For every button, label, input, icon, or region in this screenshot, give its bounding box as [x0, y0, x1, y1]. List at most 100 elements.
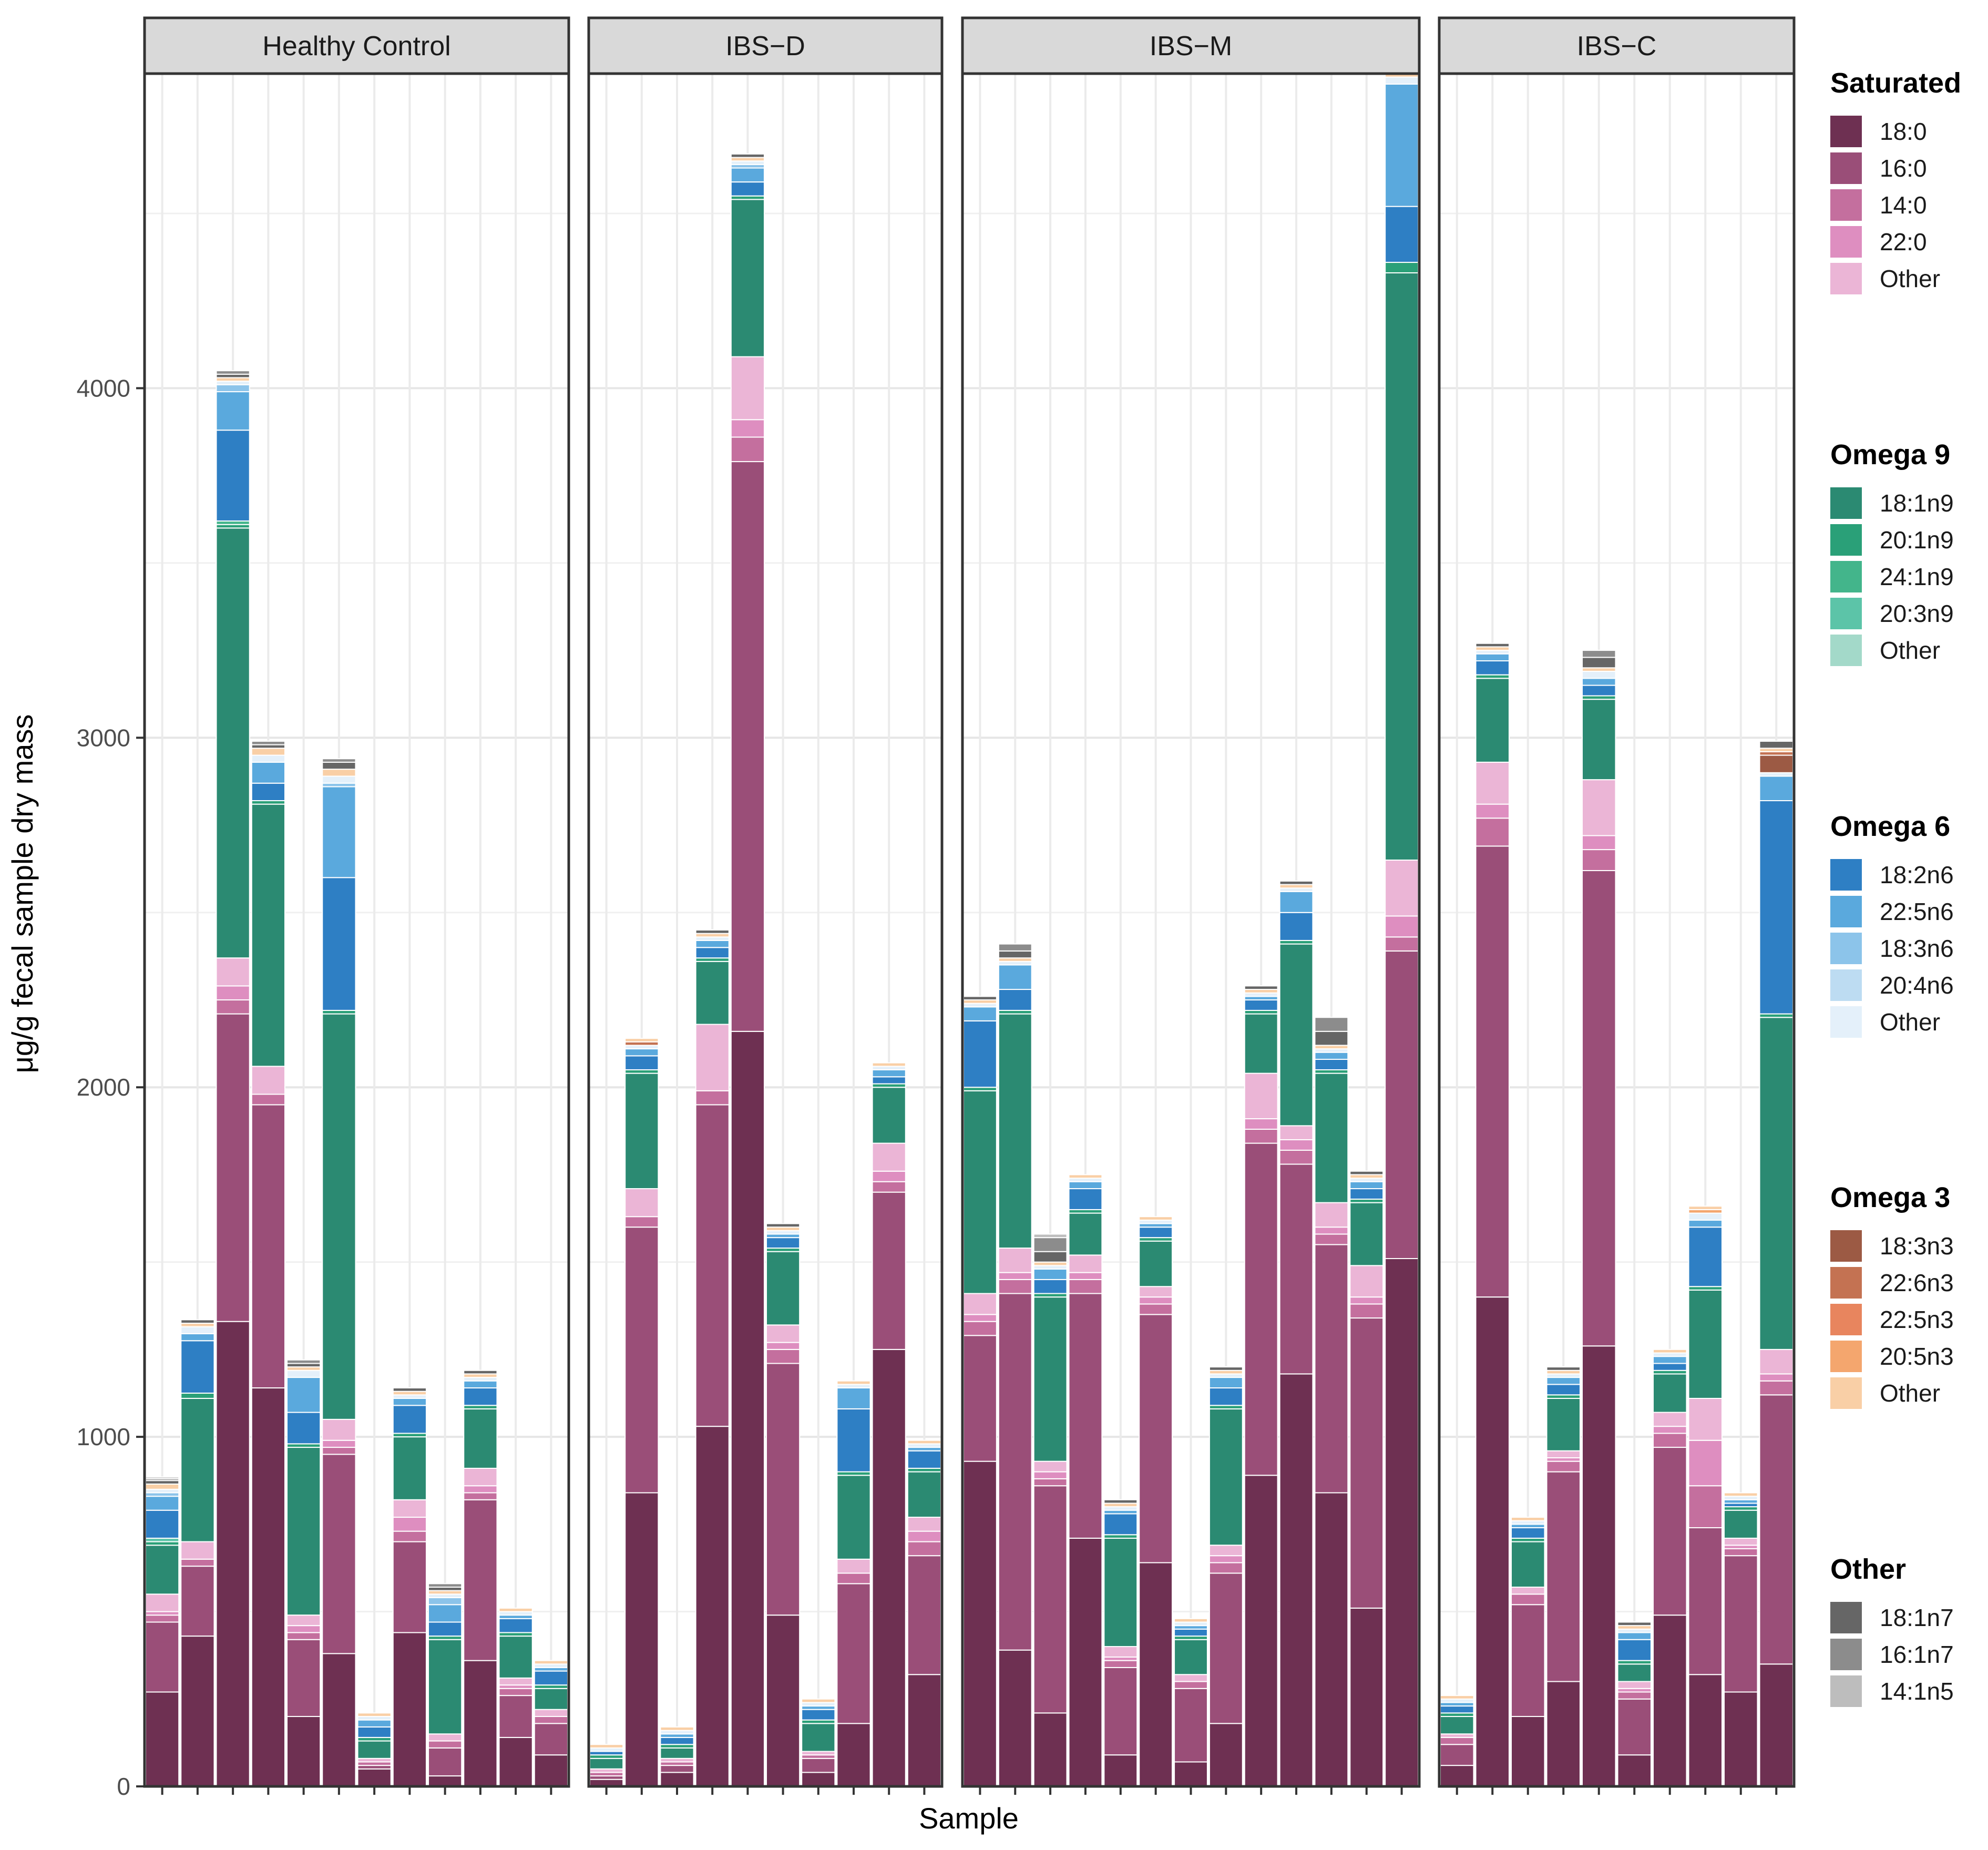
bar-segment-sat-other [1724, 1537, 1758, 1546]
bar-segment-18-1n7 [1546, 1366, 1581, 1371]
bar-segment-14-0 [1511, 1593, 1545, 1606]
legend: Saturated 18:0 16:0 14:0 22:0 Other Omega 9 18:… [1830, 67, 1961, 1707]
bar-segment-18-1n9 [322, 1013, 356, 1420]
bar-segment-18-1n7 [463, 1369, 498, 1375]
legend-swatch-22-0 [1830, 226, 1862, 258]
bar-segment-22-5n6 [428, 1604, 463, 1623]
bar-ibs-c-10 [1759, 740, 1794, 1787]
legend-group-omega-6: Omega 6 18:2n6 22:5n6 18:3n6 20:4n6 Other [1830, 811, 1954, 1038]
bar-segment-18-2n6 [534, 1670, 568, 1686]
legend-swatch-18-3n3 [1830, 1230, 1862, 1262]
bar-segment-18-2n6 [1244, 999, 1278, 1011]
bar-segment-o3-other [1068, 1174, 1103, 1179]
bar-segment-14-0 [766, 1348, 801, 1364]
bar-segment-18-1n9 [1653, 1373, 1687, 1413]
bar-segment-o3-other [1139, 1216, 1173, 1221]
bar-segment-18-1n9 [145, 1545, 180, 1595]
bar-ibs-d-3 [660, 1726, 694, 1787]
bar-segment-22-0 [322, 1439, 356, 1448]
bar-segment-18-2n6 [216, 430, 250, 522]
bar-segment-o3-other [1440, 1695, 1474, 1700]
bar-segment-22-0 [766, 1342, 801, 1350]
legend-label: 18:1n9 [1880, 489, 1954, 517]
bar-segment-14-0 [1385, 936, 1419, 952]
bar-segment-18-2n6 [1653, 1363, 1687, 1371]
bar-segment-sat-other [1511, 1587, 1545, 1595]
bar-ibs-d-8 [836, 1380, 871, 1787]
bar-segment-18-1n9 [1724, 1509, 1758, 1539]
bar-segment-16-0 [1139, 1314, 1173, 1563]
legend-group-other: Other 18:1n7 16:1n7 14:1n5 [1830, 1553, 1954, 1707]
legend-swatch-18-2n6 [1830, 859, 1862, 891]
y-axis-title: μg/g fecal sample dry mass [6, 714, 39, 1074]
bar-segment-18-0 [1244, 1475, 1278, 1787]
bar-ibs-m-7 [1174, 1618, 1208, 1787]
bar-segment-14-0 [730, 436, 765, 463]
bar-segment-18-2n6 [1208, 1387, 1243, 1406]
bar-segment-18-0 [322, 1653, 356, 1787]
bar-segment-18-0 [1617, 1754, 1652, 1787]
bar-segment-14-0 [998, 1279, 1032, 1294]
bar-segment-22-5n6 [1068, 1181, 1103, 1190]
bar-segment-sat-other [1653, 1412, 1687, 1427]
bar-segment-22-0 [392, 1517, 427, 1532]
bar-segment-18-2n6 [392, 1405, 427, 1434]
legend-label: 14:1n5 [1880, 1678, 1954, 1705]
bar-segment-18-0 [1440, 1765, 1474, 1787]
bar-segment-18-1n9 [624, 1072, 659, 1190]
bar-segment-18-2n6 [1759, 800, 1794, 1015]
bar-ibs-m-6 [1139, 1216, 1173, 1787]
bar-segment-18-2n6 [998, 989, 1032, 1011]
bar-segment-14-0 [463, 1492, 498, 1500]
bar-segment-sat-other [730, 356, 765, 421]
bar-segment-14-0 [1688, 1485, 1723, 1528]
bar-segment-20-1n9 [180, 1392, 215, 1399]
bar-segment-sat-other [836, 1558, 871, 1574]
panel-healthy-control: Healthy Control [143, 16, 570, 1795]
legend-swatch-sat-other [1830, 263, 1862, 294]
bar-segment-18-1n7 [963, 996, 997, 1000]
bar-segment-22-0 [872, 1170, 906, 1182]
bar-segment-18-0 [907, 1674, 941, 1787]
bar-segment-14-0 [1314, 1233, 1349, 1245]
bar-segment-18-0 [1724, 1691, 1758, 1787]
bar-segment-14-0 [1033, 1478, 1068, 1487]
bar-segment-22-5n6 [1279, 891, 1314, 913]
legend-title: Omega 9 [1830, 439, 1950, 471]
bar-segment-18-1n9 [1582, 699, 1616, 781]
bar-ibs-d-7 [801, 1698, 836, 1787]
bar-segment-22-5n6 [251, 761, 285, 784]
y-tick-label: 1000 [77, 1423, 130, 1450]
bar-segment-18-2n6 [1440, 1705, 1474, 1714]
bar-segment-14-0 [1349, 1303, 1384, 1319]
bar-segment-14-0 [180, 1558, 215, 1567]
bar-segment-sat-other [1068, 1254, 1103, 1273]
bar-segment-22-0 [1385, 915, 1419, 938]
bar-segment-18-1n7 [1759, 740, 1794, 749]
legend-swatch-20-3n9 [1830, 598, 1862, 629]
bar-segment-18-0 [357, 1768, 392, 1787]
bar-segment-18-2n6 [251, 782, 285, 801]
bar-segment-18-1n9 [1385, 272, 1419, 861]
bar-segment-sat-other [180, 1541, 215, 1560]
bar-segment-16-0 [624, 1226, 659, 1494]
bar-segment-14-1n5 [145, 1476, 180, 1479]
bar-healthy-control-7 [357, 1712, 392, 1787]
bar-segment-sat-other [624, 1188, 659, 1218]
bar-segment-22-5n6 [1314, 1051, 1349, 1060]
bar-segment-18-1n9 [1174, 1639, 1208, 1675]
bar-segment-o3-other [660, 1726, 694, 1731]
bar-segment-22-5n6 [1475, 653, 1510, 662]
bar-segment-18-2n6 [1314, 1059, 1349, 1070]
panel-strip [143, 16, 570, 75]
bar-segment-18-1n9 [216, 527, 250, 959]
bar-segment-18-0 [836, 1723, 871, 1787]
legend-label: 24:1n9 [1880, 563, 1954, 590]
bar-segment-sat-other [1475, 761, 1510, 805]
bar-segment-22-0 [1653, 1426, 1687, 1434]
bar-segment-16-0 [1385, 950, 1419, 1260]
legend-label: 14:0 [1880, 191, 1927, 219]
bar-segment-18-0 [1546, 1681, 1581, 1787]
bar-segment-sat-other [1244, 1072, 1278, 1120]
